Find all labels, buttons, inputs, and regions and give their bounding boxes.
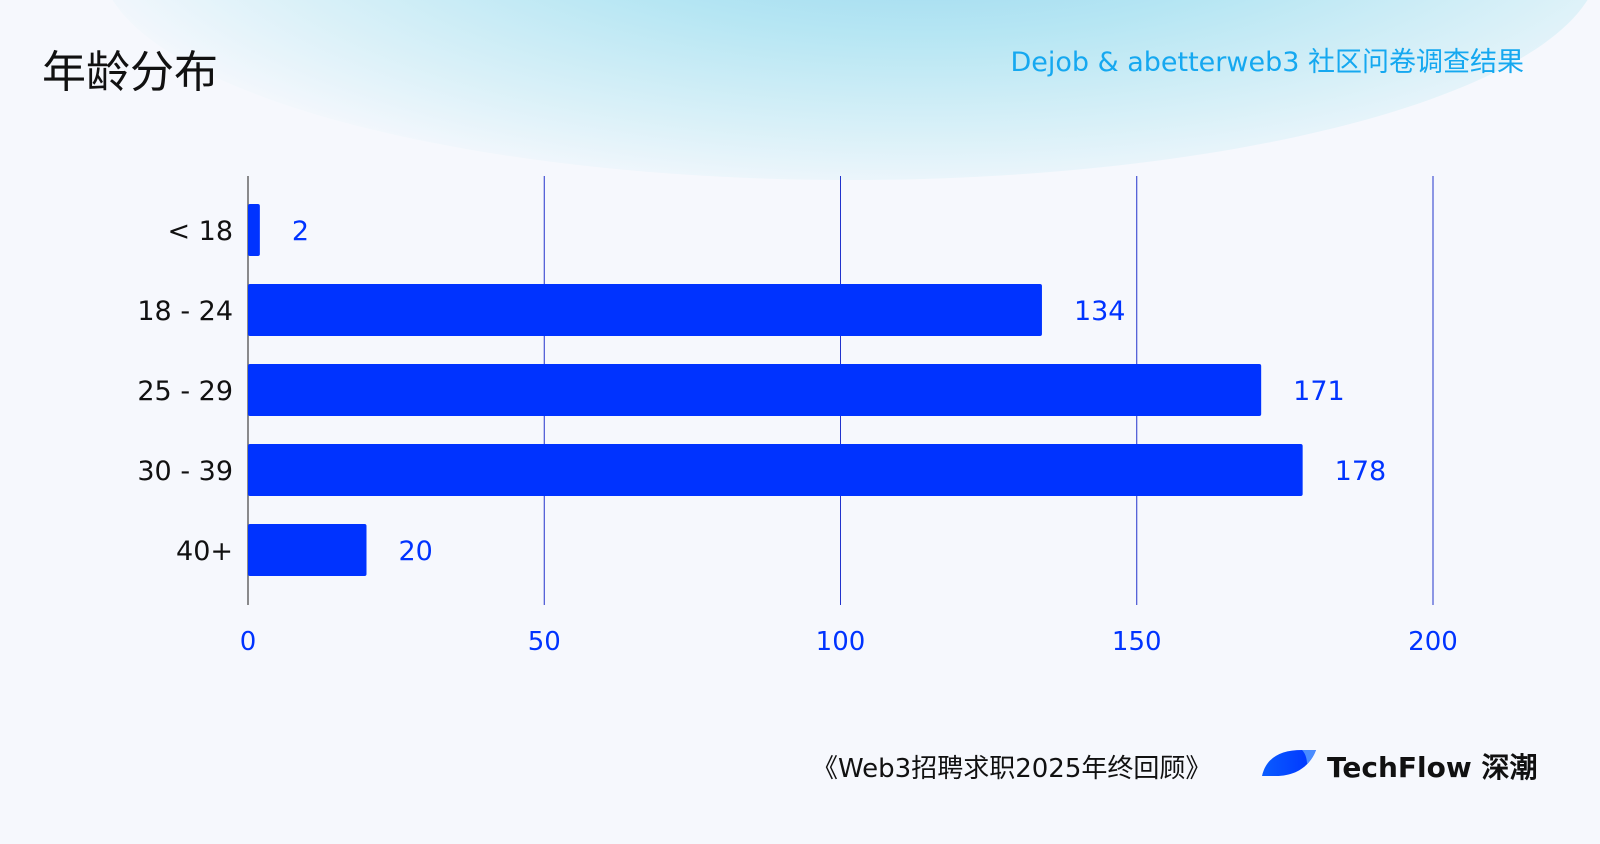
bar [248, 524, 367, 576]
y-tick-label: 25 - 29 [137, 376, 233, 407]
y-tick-label: 18 - 24 [137, 296, 233, 327]
x-tick-label: 100 [816, 627, 866, 657]
report-title: 《Web3招聘求职2025年终回顾》 [812, 754, 1212, 784]
x-tick-label: 50 [528, 627, 561, 657]
y-tick-label: < 18 [167, 216, 233, 247]
x-tick-label: 200 [1408, 627, 1458, 657]
page-title: 年龄分布 [42, 47, 218, 98]
y-tick-label: 30 - 39 [137, 456, 233, 487]
data-label: 134 [1074, 296, 1126, 327]
bar [248, 284, 1042, 336]
x-tick-label: 150 [1112, 627, 1162, 657]
bar [248, 364, 1262, 416]
data-label: 2 [292, 216, 309, 247]
subtitle: Dejob & abetterweb3 社区问卷调查结果 [1010, 47, 1524, 78]
data-label: 171 [1293, 376, 1345, 407]
x-tick-label: 0 [240, 627, 257, 657]
y-tick-label: 40+ [176, 536, 233, 567]
bar [248, 204, 260, 256]
data-label: 178 [1335, 456, 1387, 487]
bar [248, 444, 1303, 496]
techflow-logo-icon [1262, 750, 1316, 776]
brand-name: TechFlow 深潮 [1327, 751, 1538, 784]
data-label: 20 [399, 536, 433, 567]
